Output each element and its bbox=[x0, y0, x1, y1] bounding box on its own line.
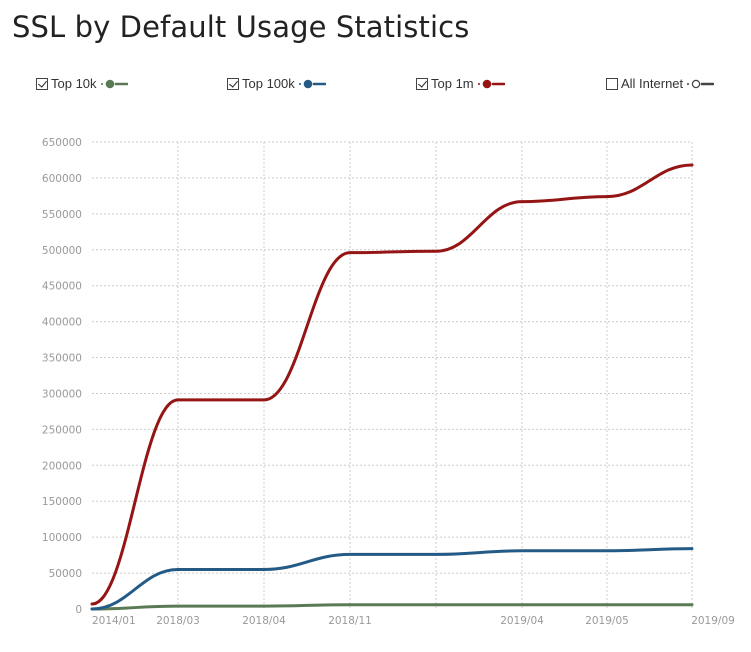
y-tick-label: 0 bbox=[75, 604, 82, 616]
legend-item-top-10k[interactable]: Top 10k bbox=[36, 76, 128, 91]
y-tick-label: 50000 bbox=[49, 568, 82, 580]
y-tick-label: 600000 bbox=[42, 173, 82, 185]
chart-title: SSL by Default Usage Statistics bbox=[12, 10, 470, 44]
legend-item-top-1m[interactable]: Top 1m bbox=[416, 76, 505, 91]
x-axis: 2014/01 2018/03 2018/04 2018/11 2019/04 2019/… bbox=[92, 615, 735, 627]
y-axis: 0 50000 100000 150000 200000 250000 300000 3500… bbox=[42, 137, 82, 616]
y-tick-label: 200000 bbox=[42, 460, 82, 472]
x-tick-label: 2018/03 bbox=[156, 615, 200, 627]
series bbox=[90, 163, 694, 611]
grid bbox=[92, 141, 693, 609]
y-tick-label: 100000 bbox=[42, 532, 82, 544]
series-line-top-1m bbox=[90, 163, 694, 606]
legend-line-marker-icon bbox=[477, 79, 505, 88]
y-tick-label: 650000 bbox=[42, 137, 82, 149]
legend-line-marker-icon bbox=[100, 79, 128, 88]
legend-checkbox[interactable] bbox=[36, 77, 48, 90]
legend-label: All Internet bbox=[621, 76, 684, 91]
y-tick-label: 300000 bbox=[42, 388, 82, 400]
x-tick-label: 2018/04 bbox=[242, 615, 286, 627]
y-tick-label: 450000 bbox=[42, 281, 82, 293]
legend-item-all-internet[interactable]: All Internet bbox=[606, 76, 715, 91]
legend-label: Top 100k bbox=[242, 76, 295, 91]
y-tick-label: 400000 bbox=[42, 317, 82, 329]
y-tick-label: 150000 bbox=[42, 496, 82, 508]
y-tick-label: 550000 bbox=[42, 209, 82, 221]
legend-label: Top 1m bbox=[431, 76, 474, 91]
legend-item-top-100k[interactable]: Top 100k bbox=[227, 76, 326, 91]
legend-checkbox[interactable] bbox=[606, 77, 618, 90]
x-tick-label: 2019/05 bbox=[585, 615, 629, 627]
series-line-top-10k bbox=[90, 603, 694, 611]
x-tick-label: 2019/04 bbox=[500, 615, 544, 627]
y-tick-label: 500000 bbox=[42, 245, 82, 257]
x-tick-label: 2019/09 bbox=[691, 615, 735, 627]
legend-line-marker-icon bbox=[298, 79, 326, 88]
series-line-top-100k bbox=[90, 547, 694, 611]
x-tick-label: 2014/01 bbox=[92, 615, 136, 627]
legend-checkbox[interactable] bbox=[227, 77, 239, 90]
y-tick-label: 250000 bbox=[42, 424, 82, 436]
legend-label: Top 10k bbox=[51, 76, 97, 91]
y-tick-label: 350000 bbox=[42, 353, 82, 365]
x-tick-label: 2018/11 bbox=[328, 615, 372, 627]
legend-checkbox[interactable] bbox=[416, 77, 428, 90]
legend-line-marker-icon bbox=[687, 79, 715, 88]
